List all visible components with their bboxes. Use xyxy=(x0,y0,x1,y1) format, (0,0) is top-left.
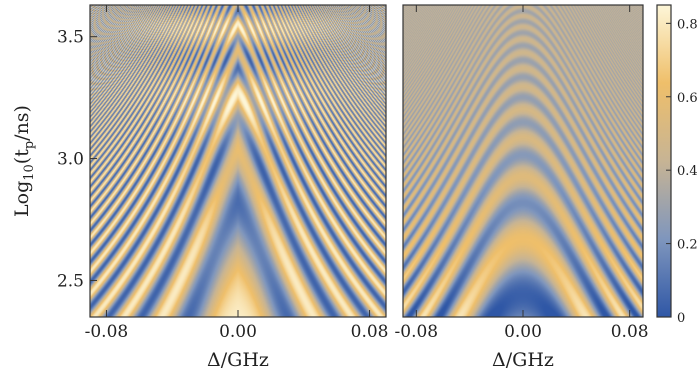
y-tick-label: 3.5 xyxy=(57,28,84,48)
left-panel: -0.08 0.00 0.08 2.5 3.0 3.5 Δ/GHz xyxy=(57,4,389,371)
left-heatmap xyxy=(90,5,386,317)
right-x-ticks: -0.08 0.00 0.08 xyxy=(395,5,649,342)
x-tick-label: 0.00 xyxy=(219,322,257,342)
right-x-axis-title: Δ/GHz xyxy=(492,349,554,371)
colorbar-tick-label: 0.2 xyxy=(677,238,697,253)
colorbar-tick-label: 0.4 xyxy=(677,164,697,179)
colorbar-gradient xyxy=(657,5,671,317)
colorbar-frame xyxy=(656,4,672,318)
x-tick-label: -0.08 xyxy=(85,322,129,342)
colorbar: 0 0.2 0.4 0.6 0.8 xyxy=(656,4,697,326)
colorbar-tick-label: 0.6 xyxy=(677,91,697,106)
y-tick-label: 2.5 xyxy=(57,271,84,291)
x-tick-label: 0.00 xyxy=(504,322,542,342)
colorbar-ticks: 0 0.2 0.4 0.6 0.8 xyxy=(666,17,697,326)
y-tick-label: 3.0 xyxy=(57,150,84,170)
left-x-ticks: -0.08 0.00 0.08 xyxy=(85,5,389,342)
x-tick-label: 0.08 xyxy=(611,322,649,342)
left-y-ticks: 2.5 3.0 3.5 xyxy=(57,28,97,291)
x-tick-label: 0.08 xyxy=(351,322,389,342)
colorbar-tick-label: 0.8 xyxy=(677,17,697,32)
left-x-axis-title: Δ/GHz xyxy=(207,349,269,371)
y-axis-title: Log10(tp/ns) xyxy=(11,105,37,217)
right-panel: -0.08 0.00 0.08 Δ/GHz xyxy=(395,4,649,371)
right-heatmap xyxy=(403,5,643,317)
x-tick-label: -0.08 xyxy=(395,322,439,342)
colorbar-tick-label: 0 xyxy=(677,311,685,326)
